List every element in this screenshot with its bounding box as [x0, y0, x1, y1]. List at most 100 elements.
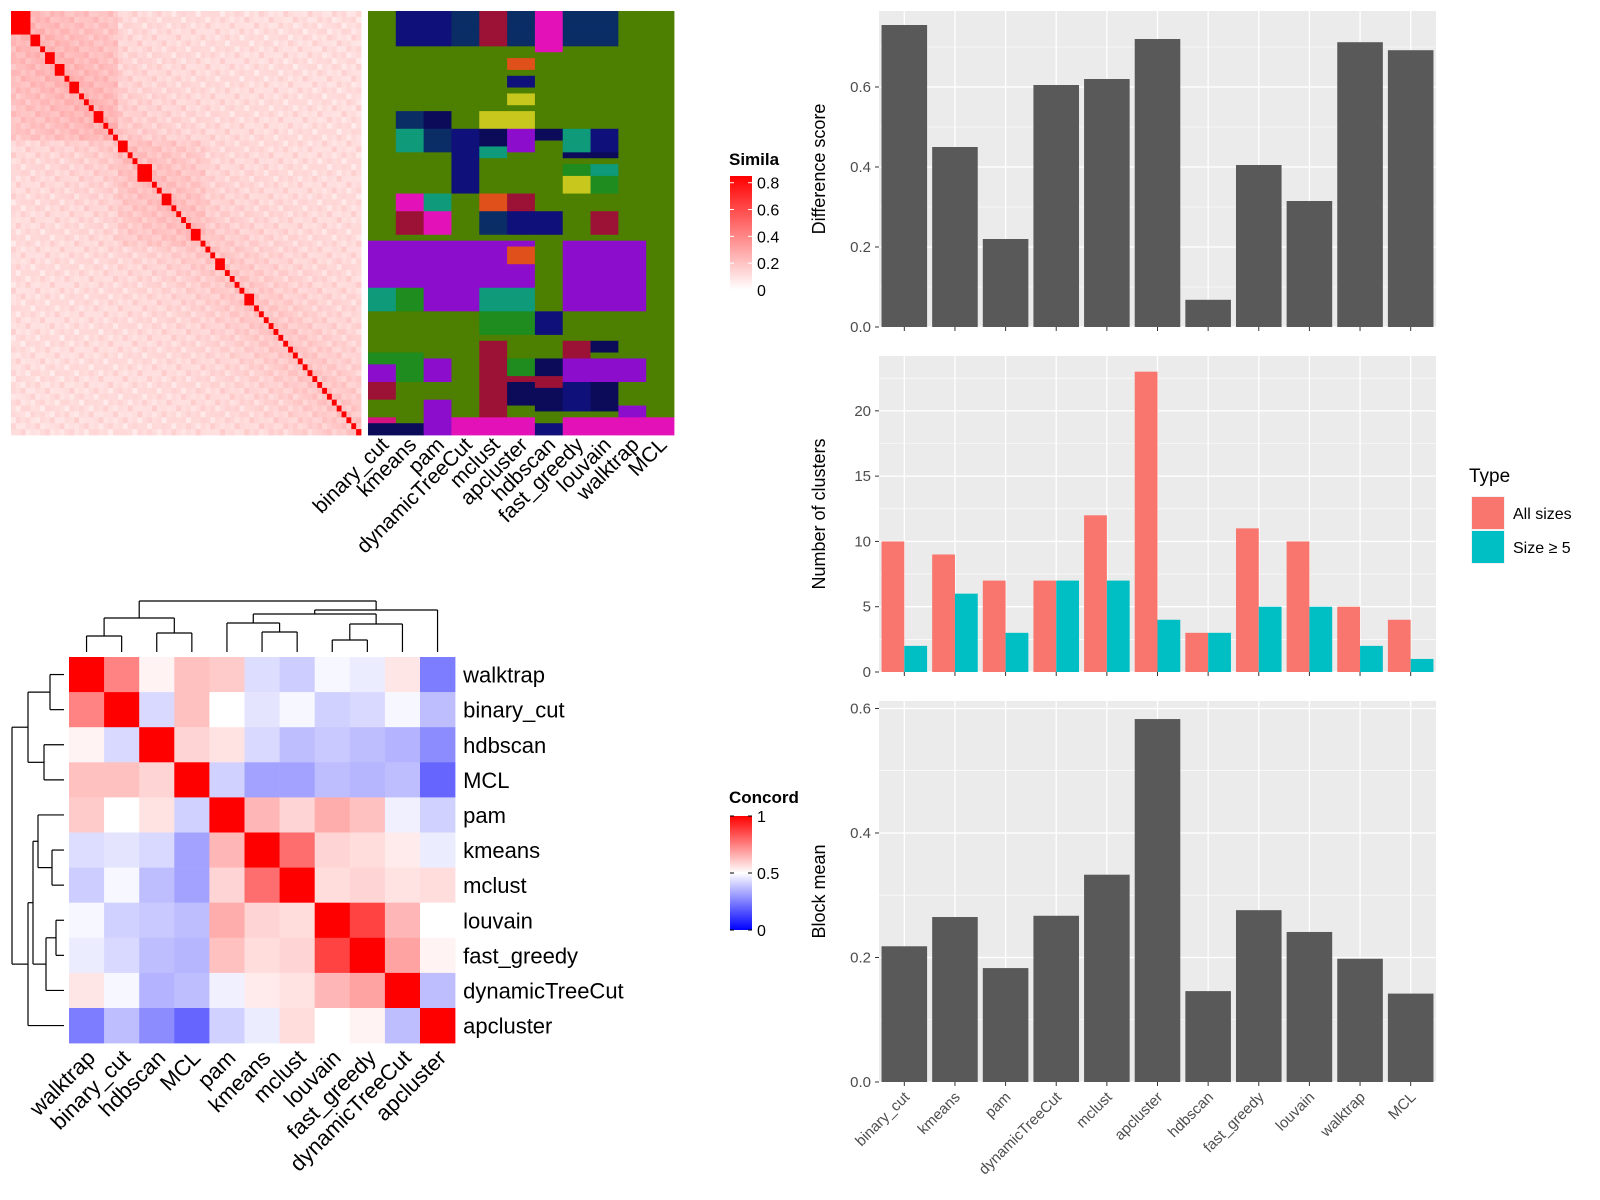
similarity-cell [302, 240, 308, 247]
similarity-cell [346, 323, 352, 330]
similarity-cell [341, 340, 347, 348]
similarity-cell [25, 205, 31, 212]
similarity-cell [200, 287, 206, 295]
similarity-cell [69, 111, 75, 118]
similarity-cell [171, 187, 177, 194]
similarity-cell [137, 417, 143, 424]
similarity-cell [122, 317, 129, 324]
similarity-cell [229, 75, 236, 83]
similarity-cell [346, 311, 352, 318]
similarity-cell [263, 376, 270, 383]
similarity-cell [215, 134, 221, 141]
similarity-cell [64, 217, 70, 224]
similarity-cell [49, 87, 56, 94]
similarity-cell [147, 193, 153, 200]
similarity-cell [161, 240, 167, 247]
similarity-cell [166, 46, 172, 53]
similarity-cell [147, 276, 153, 283]
similarity-cell [292, 270, 299, 277]
similarity-cell [356, 246, 362, 253]
similarity-cell [244, 117, 250, 124]
similarity-cell [273, 52, 279, 59]
similarity-cell [210, 346, 216, 353]
similarity-cell [312, 205, 318, 212]
similarity-cell [88, 64, 95, 71]
similarity-cell [147, 370, 153, 377]
similarity-cell [258, 64, 265, 71]
similarity-cell [215, 223, 221, 230]
similarity-cell [137, 22, 143, 30]
similarity-cell [283, 87, 289, 94]
similarity-cell [40, 199, 46, 206]
similarity-cell [346, 111, 352, 118]
similarity-cell [268, 305, 274, 312]
similarity-cell [54, 228, 61, 236]
similarity-cell [171, 334, 177, 342]
similarity-cell [40, 340, 46, 348]
similarity-cell [103, 387, 109, 395]
similarity-cell [263, 317, 270, 324]
similarity-cell [113, 11, 119, 18]
similarity-cell [35, 358, 41, 365]
similarity-cell [93, 223, 99, 230]
similarity-cell [312, 128, 318, 136]
similarity-cell [336, 187, 342, 194]
similarity-cell [132, 105, 138, 112]
similarity-cell [59, 181, 65, 189]
similarity-cell [69, 69, 75, 77]
similarity-cell [351, 376, 357, 383]
similarity-cell [341, 411, 347, 418]
similarity-cell [161, 40, 167, 47]
similarity-cell [69, 205, 75, 212]
similarity-cell [117, 152, 124, 159]
similarity-cell [35, 40, 41, 47]
similarity-cell [322, 376, 328, 383]
similarity-cell [244, 223, 250, 230]
similarity-cell [156, 58, 163, 65]
similarity-cell [263, 246, 270, 253]
similarity-cell [54, 217, 61, 224]
similarity-cell [224, 93, 231, 100]
similarity-cell [263, 40, 270, 47]
similarity-cell [127, 93, 133, 100]
similarity-cell [210, 258, 216, 265]
similarity-cell [254, 128, 260, 136]
similarity-cell [268, 382, 274, 389]
similarity-cell [137, 99, 143, 106]
similarity-cell [195, 223, 201, 230]
similarity-cell [88, 22, 95, 30]
similarity-cell [117, 140, 124, 147]
similarity-cell [268, 199, 274, 206]
similarity-cell [113, 69, 119, 77]
similarity-cell [224, 134, 231, 141]
similarity-cell [346, 40, 352, 47]
similarity-cell [93, 69, 99, 77]
similarity-cell [11, 16, 17, 24]
similarity-cell [326, 281, 333, 289]
similarity-cell [273, 199, 279, 206]
similarity-cell [292, 246, 299, 253]
similarity-cell [113, 93, 119, 100]
similarity-cell [156, 370, 163, 377]
similarity-cell [30, 358, 36, 365]
similarity-cell [142, 299, 148, 306]
similarity-cell [224, 69, 231, 77]
similarity-cell [346, 382, 352, 389]
similarity-cell [25, 58, 31, 65]
similarity-cell [186, 370, 192, 377]
similarity-cell [312, 181, 318, 189]
similarity-cell [288, 228, 294, 236]
similarity-cell [132, 199, 138, 206]
similarity-cell [147, 340, 153, 348]
similarity-cell [307, 246, 313, 253]
similarity-cell [142, 276, 148, 283]
similarity-cell [25, 276, 31, 283]
similarity-cell [127, 87, 133, 94]
similarity-cell [254, 387, 260, 395]
similarity-cell [263, 22, 270, 30]
similarity-cell [195, 211, 201, 218]
similarity-cell [351, 105, 357, 112]
similarity-cell [195, 352, 201, 359]
similarity-cell [69, 11, 75, 18]
similarity-cell [292, 358, 299, 365]
